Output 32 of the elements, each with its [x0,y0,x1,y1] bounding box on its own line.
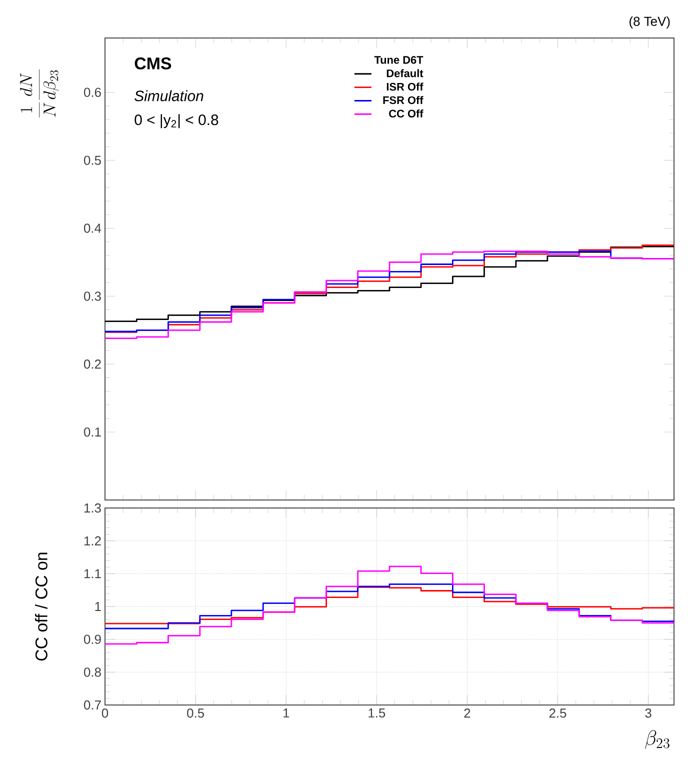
x-tick-label: 0.5 [187,708,204,718]
y-tick-label: 1.1 [84,569,101,578]
y-tick-label: 0.8 [84,668,101,677]
y-tick-label: 0.2 [84,360,101,369]
y-tick-label: 0.3 [84,292,101,301]
y-tick-label: 0.6 [84,88,101,97]
y-axis-title: CC off / CC on [34,552,48,661]
x-axis-title: $\beta_{23}$ [645,730,670,749]
x-tick-label: 1.5 [368,708,386,718]
y-tick-label: 1.2 [84,536,101,546]
y-tick-label: 1 [95,602,101,611]
y-tick-label: 1.3 [84,503,101,513]
y-tick-label: 0.1 [84,427,101,437]
x-tick-label: 0 [102,708,108,718]
legend-label: CC Off [389,109,424,118]
x-tick-label: 3 [645,708,652,718]
y-tick-label: 0.9 [84,634,101,644]
y-tick-label: 0.5 [84,156,101,165]
annotation: 0 < |y$_{2}$| < 0.8 [134,114,218,128]
x-tick-label: 2 [464,708,470,718]
x-tick-label: 2.5 [549,708,566,718]
y-tick-label: 0.4 [84,224,102,233]
annotation: Simulation [134,90,204,102]
y-axis-title: $\frac{1}{N}\frac{dN}{d\beta_{23}}$ [20,69,59,118]
legend-title: Tune D6T [374,56,424,64]
y-tick-label: 0.7 [84,700,101,710]
legend-label: FSR Off [383,96,424,104]
x-tick-label: 1 [283,708,290,718]
chart-title: (8 TeV) [630,16,670,29]
legend-label: ISR Off [386,82,424,91]
annotation: CMS [134,57,172,70]
legend-label: Default [386,69,424,78]
